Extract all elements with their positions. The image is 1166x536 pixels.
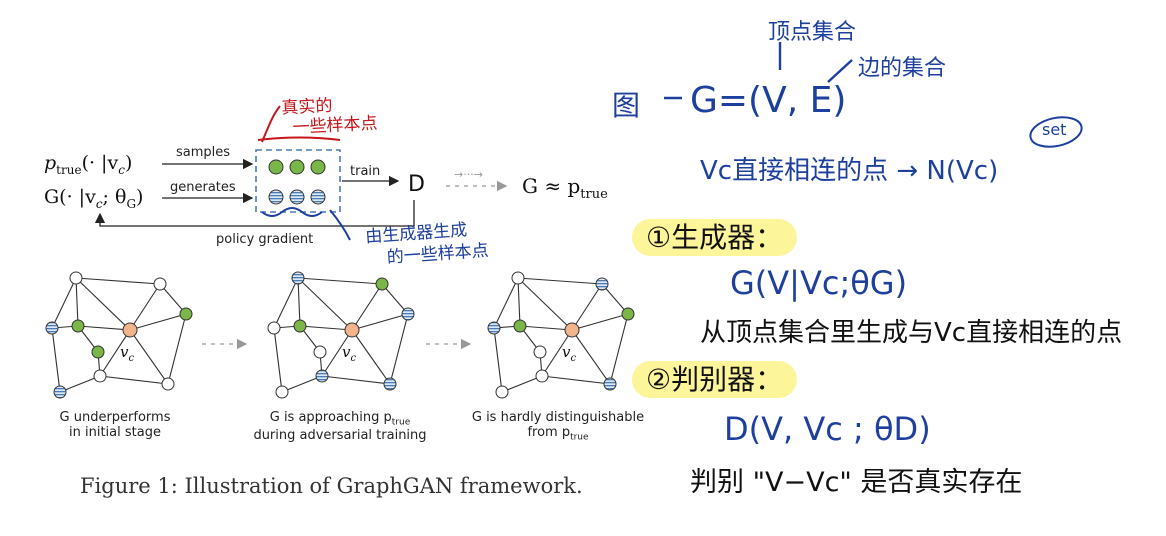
- graph-node: [513, 319, 527, 333]
- neighbors-note: Vc直接相连的点 → N(Vc): [700, 156, 999, 186]
- graph-node: [69, 271, 83, 285]
- dots-arrow-label: →···→: [454, 168, 483, 181]
- discriminator-desc: 判别 "V−Vc" 是否真实存在: [690, 467, 1023, 498]
- discriminator-title: ②判别器：: [632, 358, 798, 398]
- red-underline: [261, 105, 281, 143]
- graph-node: [293, 319, 307, 333]
- vertex-set-note: 顶点集合: [768, 20, 857, 45]
- red-underline: [257, 136, 341, 141]
- graph-node: [179, 307, 193, 321]
- graph-node: [595, 277, 609, 291]
- real-sample-node: [310, 159, 326, 175]
- graph-label-note: 图: [612, 89, 641, 122]
- graph-node: [275, 385, 289, 399]
- generates-label: generates: [170, 180, 236, 195]
- blue-pointer: [329, 209, 351, 241]
- graph-node: [161, 377, 175, 391]
- graph-node: [45, 321, 59, 335]
- edge-set-note: 边的集合: [858, 56, 947, 81]
- graph-node: [267, 321, 281, 335]
- train-label: train: [350, 164, 381, 179]
- result-label: G ≈ ptrue: [522, 174, 608, 202]
- samples-label: samples: [176, 145, 231, 160]
- graph-node: [533, 345, 547, 359]
- center-node: [344, 322, 360, 338]
- graph-node: [313, 345, 327, 359]
- graph-stage-1: [45, 271, 193, 399]
- center-label: vc: [562, 343, 577, 364]
- figure-caption: Figure 1: Illustration of GraphGAN frame…: [80, 474, 583, 498]
- real-sample-node: [289, 159, 305, 175]
- graph-node: [153, 277, 167, 291]
- generated-sample-node: [289, 189, 305, 205]
- graph-node: [401, 307, 415, 321]
- stage-caption-3: G is hardly distinguishable from ptrue: [471, 410, 645, 443]
- graph-stage-3: [487, 271, 635, 399]
- graph-node: [383, 377, 397, 391]
- graph-stage-2: [267, 271, 415, 399]
- graph-node: [535, 369, 549, 383]
- blue-note: 由生成器生成 的一些样本点: [364, 220, 490, 268]
- ptrue-label: ptrue(· |vc): [44, 152, 133, 177]
- graph-node: [291, 271, 305, 285]
- generator-formula: G(V|Vc;θG): [730, 264, 908, 302]
- policy-gradient-label: policy gradient: [216, 232, 314, 247]
- center-label: vc: [120, 343, 135, 364]
- generated-sample-node: [268, 189, 284, 205]
- real-sample-node: [268, 159, 284, 175]
- graph-node: [71, 319, 85, 333]
- set-note: set: [1042, 120, 1067, 139]
- graph-node: [91, 345, 105, 359]
- generator-desc: 从顶点集合里生成与Vc直接相连的点: [700, 318, 1123, 348]
- center-node: [564, 322, 580, 338]
- generated-sample-node: [310, 189, 326, 205]
- discriminator-formula: D(V, Vc ; θD): [724, 410, 931, 448]
- graph-node: [603, 377, 617, 391]
- graph-node: [487, 321, 501, 335]
- sample-box: [255, 149, 341, 213]
- graph-node: [621, 307, 635, 321]
- stage-caption-1: G underperforms in initial stage: [59, 410, 171, 440]
- red-note: 真实的 一些样本点: [281, 95, 378, 138]
- graphgan-diagram: [94, 105, 508, 350]
- center-label: vc: [342, 343, 357, 364]
- notes-strokes: [664, 42, 1083, 148]
- graph-node: [495, 385, 509, 399]
- graph-def-note: G=(V, E): [690, 80, 847, 121]
- graph-node: [315, 369, 329, 383]
- graph-node: [93, 369, 107, 383]
- graph-node: [511, 271, 525, 285]
- graph-node: [375, 277, 389, 291]
- stage-caption-2: G is approaching ptrue during adversaria…: [253, 410, 427, 443]
- generator-label: G(· |vc; θG): [44, 186, 144, 211]
- blue-wiggle: [261, 207, 323, 217]
- generator-title: ①生成器：: [632, 216, 798, 256]
- graph-node: [53, 385, 67, 399]
- center-node: [122, 322, 138, 338]
- policy-gradient-arrow: [94, 200, 415, 227]
- discriminator-label: D: [408, 172, 425, 197]
